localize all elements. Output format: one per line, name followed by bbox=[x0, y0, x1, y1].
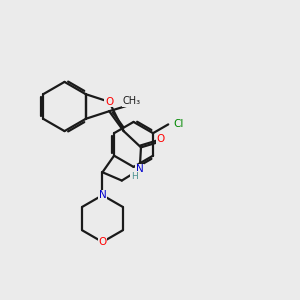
Text: O: O bbox=[105, 97, 113, 107]
Text: CH₃: CH₃ bbox=[122, 96, 140, 106]
Text: H: H bbox=[131, 172, 138, 181]
Text: N: N bbox=[136, 164, 144, 175]
Text: Cl: Cl bbox=[174, 119, 184, 129]
Text: N: N bbox=[99, 190, 106, 200]
Text: O: O bbox=[156, 134, 164, 144]
Text: O: O bbox=[98, 237, 106, 247]
